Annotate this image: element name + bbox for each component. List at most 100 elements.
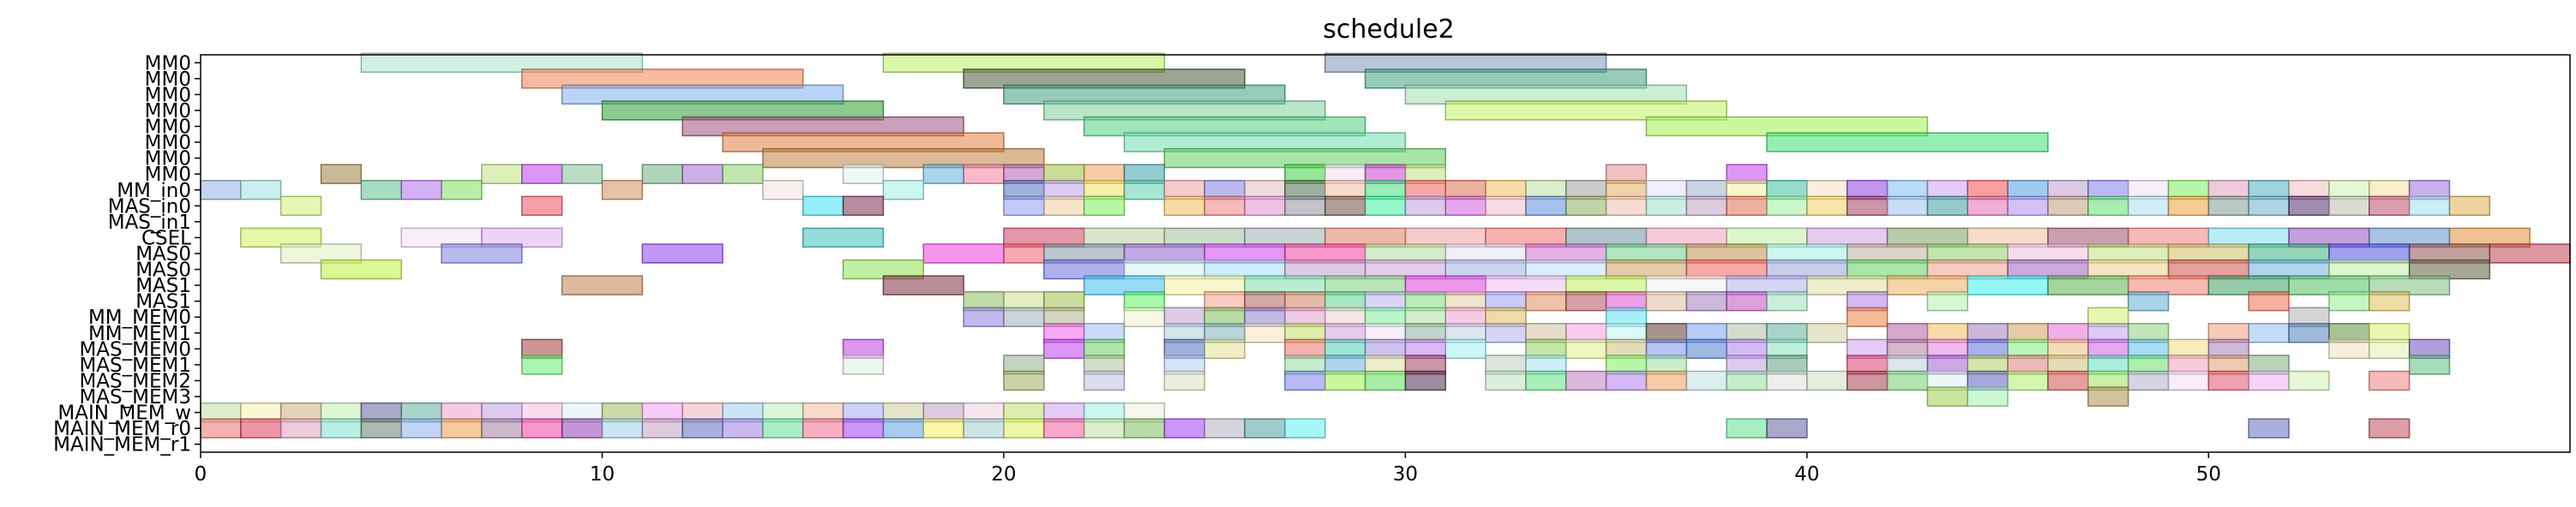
task-bar	[2328, 195, 2370, 217]
task-bar	[963, 164, 1005, 184]
task-bar	[2288, 323, 2330, 343]
task-bar	[1324, 370, 1366, 391]
task-bar	[1043, 338, 1085, 360]
task-bar	[1324, 195, 1366, 217]
y-tick-label: MAS_in1	[108, 212, 191, 234]
task-bar	[2127, 195, 2170, 217]
task-bar	[200, 180, 242, 200]
task-bar	[1163, 195, 1205, 217]
task-bar	[360, 180, 402, 200]
task-bar	[1083, 418, 1126, 438]
task-bar	[1485, 195, 1527, 217]
task-bar	[2248, 195, 2290, 217]
task-bar	[1444, 100, 1727, 121]
task-bar	[1605, 195, 1648, 217]
task-bar	[2127, 290, 2170, 312]
task-bar	[1766, 290, 1808, 312]
task-bar	[762, 180, 804, 200]
task-bar	[1163, 370, 1205, 391]
task-bar	[1605, 370, 1648, 391]
task-bar	[1685, 370, 1727, 391]
task-bar	[1163, 418, 1205, 438]
y-tick-label: MM0	[145, 69, 191, 91]
task-bar	[2369, 370, 2411, 391]
task-bar	[1284, 370, 1326, 391]
task-bar	[802, 227, 885, 248]
task-bar	[279, 418, 322, 438]
task-bar	[1485, 323, 1527, 343]
task-bar	[521, 164, 563, 184]
y-tick-label: MM0	[145, 164, 191, 186]
task-bar	[2207, 370, 2249, 391]
task-bar	[2288, 195, 2330, 217]
task-bar	[561, 275, 644, 295]
y-tick-label: MAS0	[135, 259, 191, 282]
task-bar	[1685, 195, 1727, 217]
task-bar	[2207, 195, 2249, 217]
y-tick-label: CSEL	[141, 227, 191, 249]
task-bar	[2167, 195, 2210, 217]
task-bar	[601, 418, 644, 438]
task-bar	[2369, 338, 2411, 360]
task-bar	[802, 195, 844, 217]
task-bar	[1244, 418, 1286, 438]
task-bar	[2047, 275, 2129, 295]
x-axis: 0 10 20 30 40 50	[195, 452, 2221, 486]
task-bar	[1364, 370, 1407, 391]
task-bar	[963, 307, 1005, 327]
task-bar	[1565, 338, 1607, 360]
task-bar	[320, 259, 402, 280]
task-bar	[1204, 195, 1246, 217]
y-tick-label: MM_MEM0	[88, 307, 191, 329]
task-bar	[2007, 195, 2049, 217]
task-bar	[601, 180, 644, 200]
task-bar	[2328, 290, 2370, 312]
task-bar	[641, 418, 683, 438]
y-tick-label: MAS1	[135, 291, 191, 313]
y-tick-label: MAS0	[135, 243, 191, 265]
task-bar	[922, 243, 1005, 264]
task-bar	[1043, 418, 1085, 438]
task-bar	[2087, 386, 2129, 407]
task-bar	[1806, 195, 1848, 217]
task-bar	[1806, 323, 1848, 343]
task-bar	[1003, 418, 1045, 438]
task-bar	[320, 164, 363, 184]
task-bar	[1806, 370, 1848, 391]
y-tick-label: MM0	[145, 116, 191, 139]
task-bar	[641, 164, 683, 184]
task-bar	[481, 164, 523, 184]
task-bar	[922, 164, 964, 184]
task-bar	[1886, 370, 1929, 391]
task-bar	[842, 355, 885, 375]
task-bar	[1404, 195, 1447, 217]
task-bar	[2087, 195, 2129, 217]
task-bar	[1123, 307, 1166, 327]
task-bar	[2328, 338, 2370, 360]
task-bar	[2167, 370, 2210, 391]
task-bar	[922, 418, 964, 438]
task-bar	[240, 418, 282, 438]
task-bar	[1726, 418, 1768, 438]
task-bar	[1685, 338, 1727, 360]
task-bar	[1525, 290, 1567, 312]
task-bar	[2369, 290, 2411, 312]
y-tick-label: MM0	[145, 148, 191, 170]
y-tick-label: MAS1	[135, 275, 191, 297]
task-bar	[1003, 307, 1045, 327]
task-bar	[1967, 275, 2049, 295]
task-bar	[521, 418, 563, 438]
x-tick-label: 30	[1393, 463, 1418, 486]
task-bar	[1244, 323, 1286, 343]
task-bar	[762, 418, 804, 438]
task-bar	[842, 418, 885, 438]
task-bar	[1967, 386, 2009, 407]
x-tick-label: 50	[2196, 463, 2221, 486]
task-bar	[1926, 386, 1969, 407]
task-bar	[1846, 307, 1888, 327]
task-bar	[400, 418, 442, 438]
task-bar	[1404, 370, 1447, 391]
y-tick-label: MAS_MEM3	[79, 386, 191, 409]
x-tick-label: 10	[590, 463, 615, 486]
